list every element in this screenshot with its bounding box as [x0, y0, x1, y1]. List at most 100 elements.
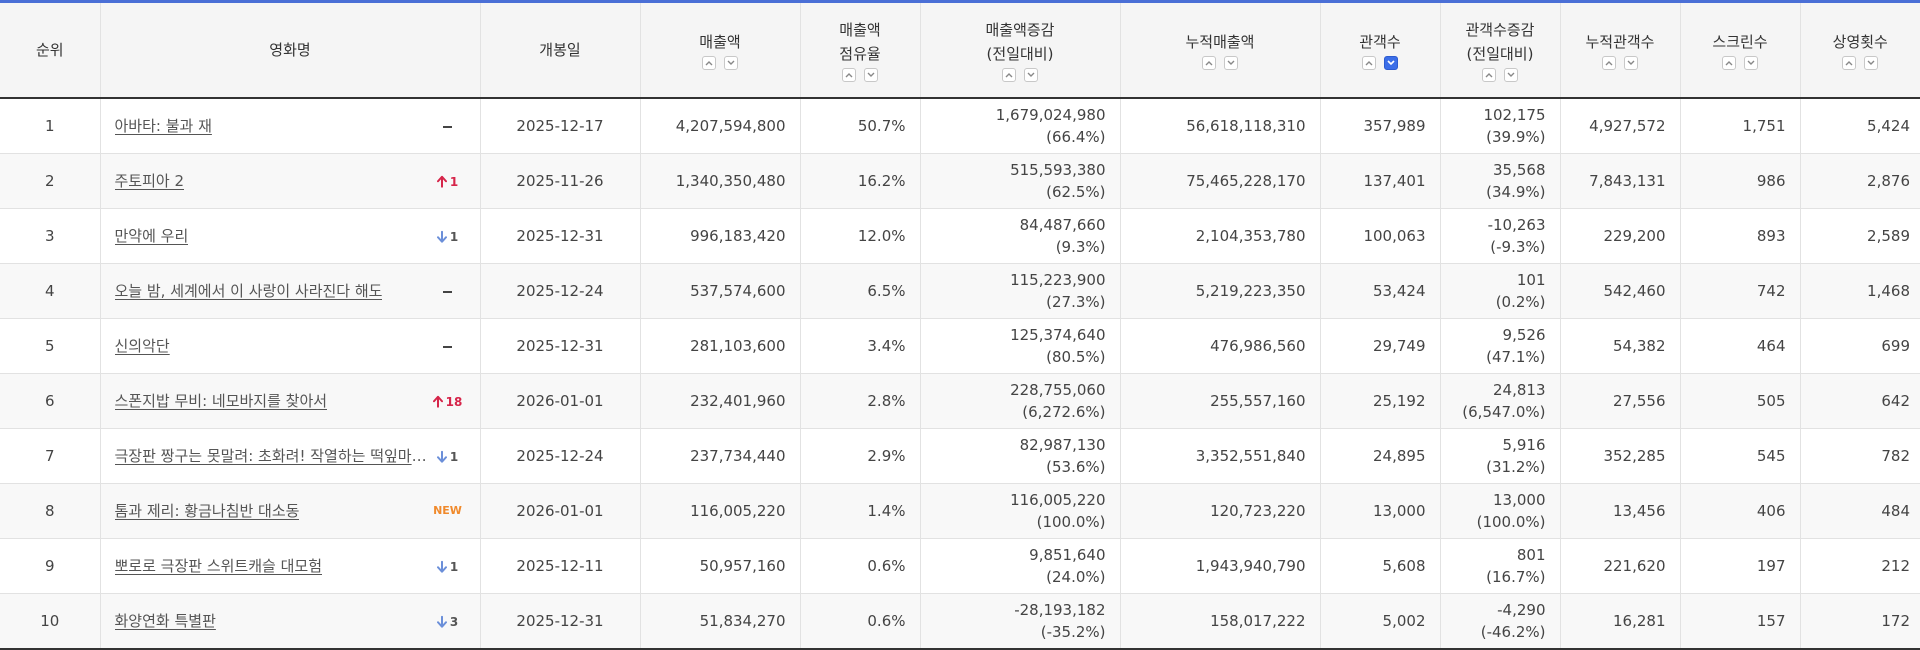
sales-change-percent: (-35.2%)	[935, 621, 1106, 643]
sort-ascending-button[interactable]	[1362, 56, 1376, 70]
sort-ascending-button[interactable]	[842, 68, 856, 82]
audience-cell: 357,989	[1320, 98, 1440, 154]
share-cell: 1.4%	[800, 484, 920, 539]
sort-descending-button[interactable]	[724, 56, 738, 70]
sales-change-cell: -28,193,182(-35.2%)	[920, 594, 1120, 650]
open-date-cell: 2025-12-11	[480, 539, 640, 594]
audience-change-cell: -10,263(-9.3%)	[1440, 209, 1560, 264]
audience-cell: 5,608	[1320, 539, 1440, 594]
audience-change-value: 24,813	[1455, 379, 1546, 401]
audience-cell: 100,063	[1320, 209, 1440, 264]
rank-cell: 8	[0, 484, 100, 539]
sort-descending-button[interactable]	[1744, 56, 1758, 70]
rank-change-value: 1	[450, 449, 458, 463]
sort-descending-button[interactable]	[864, 68, 878, 82]
movie-title-link[interactable]: 만약에 우리	[115, 225, 189, 247]
rank-cell: 2	[0, 154, 100, 209]
open-date-cell: 2025-12-24	[480, 264, 640, 319]
rank-cell: 5	[0, 319, 100, 374]
cum-audience-cell: 54,382	[1560, 319, 1680, 374]
cum-sales-cell: 158,017,222	[1120, 594, 1320, 650]
audience-change-percent: (31.2%)	[1455, 456, 1546, 478]
movie-title-link[interactable]: 오늘 밤, 세계에서 이 사랑이 사라진다 해도	[115, 280, 383, 302]
header-rank: 순위	[0, 3, 100, 98]
cum-sales-cell: 3,352,551,840	[1120, 429, 1320, 484]
sort-ascending-button[interactable]	[1602, 56, 1616, 70]
share-cell: 12.0%	[800, 209, 920, 264]
movie-title-link[interactable]: 뽀로로 극장판 스위트캐슬 대모험	[115, 555, 323, 577]
sort-descending-button[interactable]	[1864, 56, 1878, 70]
audience-cell: 5,002	[1320, 594, 1440, 650]
screens-cell: 545	[1680, 429, 1800, 484]
movie-title-link[interactable]: 주토피아 2	[115, 170, 185, 192]
audience-change-percent: (-9.3%)	[1455, 236, 1546, 258]
audience-cell: 25,192	[1320, 374, 1440, 429]
share-cell: 3.4%	[800, 319, 920, 374]
open-date-cell: 2025-12-31	[480, 594, 640, 650]
movie-title-link[interactable]: 화양연화 특별판	[115, 610, 216, 632]
rank-cell: 7	[0, 429, 100, 484]
header-title: 영화명	[100, 3, 480, 98]
sort-descending-button[interactable]	[1224, 56, 1238, 70]
showings-cell: 172	[1800, 594, 1920, 650]
sales-change-value: 515,593,380	[935, 159, 1106, 181]
sort-descending-button[interactable]	[1024, 68, 1038, 82]
movie-title-link[interactable]: 스폰지밥 무비: 네모바지를 찾아서	[115, 390, 328, 412]
rank-cell: 10	[0, 594, 100, 650]
cum-sales-cell: 5,219,223,350	[1120, 264, 1320, 319]
audience-change-value: 9,526	[1455, 324, 1546, 346]
audience-change-cell: 101(0.2%)	[1440, 264, 1560, 319]
sort-descending-button[interactable]	[1504, 68, 1518, 82]
sales-cell: 4,207,594,800	[640, 98, 800, 154]
sort-descending-button[interactable]	[1384, 56, 1398, 70]
share-cell: 2.9%	[800, 429, 920, 484]
sales-change-cell: 9,851,640(24.0%)	[920, 539, 1120, 594]
rank-change: 1	[428, 449, 468, 464]
sort-ascending-button[interactable]	[702, 56, 716, 70]
movie-title-link[interactable]: 신의악단	[115, 335, 170, 357]
rank-change	[428, 284, 468, 298]
audience-change-percent: (6,547.0%)	[1455, 401, 1546, 423]
sort-ascending-button[interactable]	[1202, 56, 1216, 70]
sales-cell: 996,183,420	[640, 209, 800, 264]
sort-ascending-button[interactable]	[1002, 68, 1016, 82]
sort-descending-button[interactable]	[1624, 56, 1638, 70]
audience-change-cell: 102,175(39.9%)	[1440, 98, 1560, 154]
sort-buttons	[921, 68, 1120, 83]
share-cell: 6.5%	[800, 264, 920, 319]
title-cell: 극장판 짱구는 못말려: 초화려! 작열하는 떡잎마을 댄서즈 1	[100, 429, 480, 484]
movie-title-link[interactable]: 아바타: 불과 재	[115, 115, 212, 137]
movie-title-link[interactable]: 톰과 제리: 황금나침반 대소동	[115, 500, 300, 522]
sort-ascending-button[interactable]	[1842, 56, 1856, 70]
showings-cell: 782	[1800, 429, 1920, 484]
sort-ascending-button[interactable]	[1482, 68, 1496, 82]
movie-title-link[interactable]: 극장판 짱구는 못말려: 초화려! 작열하는 떡잎마을 댄서즈	[115, 445, 433, 467]
share-cell: 2.8%	[800, 374, 920, 429]
new-entry-badge: NEW	[428, 504, 468, 518]
audience-change-value: 35,568	[1455, 159, 1546, 181]
sales-change-percent: (9.3%)	[935, 236, 1106, 258]
share-cell: 50.7%	[800, 98, 920, 154]
sales-change-percent: (66.4%)	[935, 126, 1106, 148]
sales-change-percent: (6,272.6%)	[935, 401, 1106, 423]
header-sales-change: 매출액증감(전일대비)	[920, 3, 1120, 98]
cum-audience-cell: 4,927,572	[1560, 98, 1680, 154]
cum-sales-cell: 75,465,228,170	[1120, 154, 1320, 209]
screens-cell: 1,751	[1680, 98, 1800, 154]
cum-audience-cell: 13,456	[1560, 484, 1680, 539]
audience-change-cell: 801(16.7%)	[1440, 539, 1560, 594]
sales-change-cell: 82,987,130(53.6%)	[920, 429, 1120, 484]
sales-change-cell: 125,374,640(80.5%)	[920, 319, 1120, 374]
open-date-cell: 2025-12-31	[480, 319, 640, 374]
sort-ascending-button[interactable]	[1722, 56, 1736, 70]
cum-sales-cell: 2,104,353,780	[1120, 209, 1320, 264]
